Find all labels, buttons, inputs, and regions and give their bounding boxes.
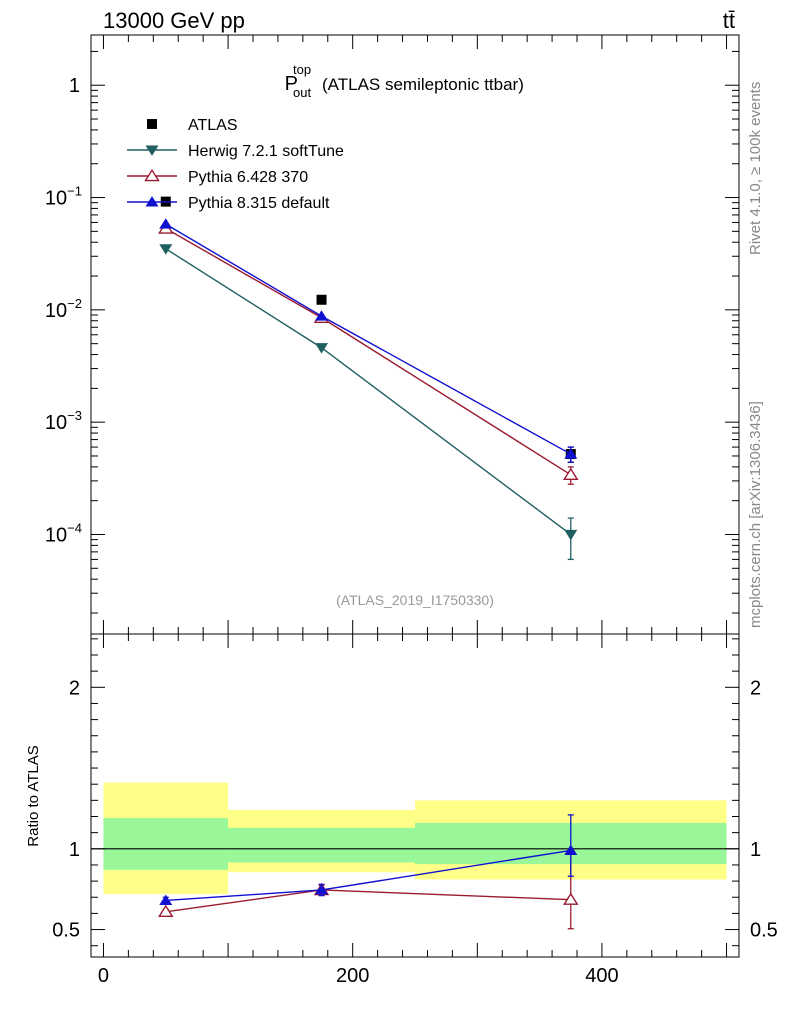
ratio-axes: 0.5 0.5 1 1 2 2 0 200 400 — [52, 634, 778, 987]
uncertainty-band-green-1 — [228, 827, 415, 863]
header-right-title: tt̄ — [723, 8, 735, 33]
ratio-panel: 0.5 0.5 1 1 2 2 0 200 400 Ratio to ATLAS — [25, 633, 778, 987]
point-herwig-7-2-1-softtune — [564, 529, 578, 541]
y-tick-label-main: 10−1 — [45, 184, 82, 210]
legend: ATLAS Herwig 7.2.1 softTune Pythia 6.428 3… — [127, 117, 344, 212]
x-tick-label: 200 — [336, 965, 369, 987]
ratio-frame — [90, 633, 740, 958]
line-herwig-7-2-1-softtune — [165, 248, 572, 536]
ratio-point-pythia-8-315-default — [564, 844, 578, 855]
legend-marker-pythia-8-315-default — [145, 196, 159, 207]
legend-label-atlas: ATLAS — [188, 117, 238, 134]
ratio-y-tick-label-left: 0.5 — [52, 920, 80, 942]
y-tick-label-main: 10−4 — [45, 520, 82, 546]
uncertainty-band-green-0 — [103, 818, 229, 870]
ratio-y-tick-label-right: 0.5 — [750, 920, 778, 942]
main-plot-content — [158, 196, 579, 561]
legend-label-pythia-6-428-370: Pythia 6.428 370 — [188, 169, 308, 186]
legend-label-pythia-8-315-default: Pythia 8.315 default — [188, 195, 330, 212]
point-atlas — [316, 294, 327, 305]
ratio-y-tick-label-right: 1 — [750, 839, 761, 861]
plot-title-description: (ATLAS semileptonic ttbar) — [322, 75, 524, 94]
plot-title-subscript: out — [293, 85, 311, 100]
line-pythia-8-315-default — [165, 223, 572, 455]
ratio-point-pythia-8-315-default — [159, 894, 173, 906]
legend-marker-pythia-6-428-370 — [144, 168, 160, 182]
line-pythia-6-428-370 — [165, 227, 572, 476]
plot-title-superscript: top — [293, 62, 311, 77]
point-pythia-8-315-default — [564, 448, 578, 459]
ratio-axis-label: Ratio to ATLAS — [25, 745, 42, 846]
header-left-title: 13000 GeV pp — [103, 8, 245, 33]
ratio-y-tick-label-right: 2 — [750, 677, 761, 699]
point-herwig-7-2-1-softtune — [315, 343, 329, 354]
legend-label-herwig-7-2-1-softtune: Herwig 7.2.1 softTune — [188, 143, 344, 160]
analysis-tag: (ATLAS_2019_I1750330) — [336, 592, 494, 608]
x-tick-label: 400 — [585, 965, 618, 987]
point-pythia-8-315-default — [315, 310, 329, 321]
x-tick-label: 0 — [98, 965, 109, 987]
y-tick-label-main: 10−2 — [45, 296, 82, 322]
ratio-plot-content — [91, 782, 739, 930]
ratio-point-pythia-6-428-370 — [158, 904, 174, 918]
ratio-y-tick-label-left: 2 — [69, 677, 80, 699]
y-tick-label-main: 10−3 — [45, 408, 82, 434]
legend-marker-herwig-7-2-1-softtune — [145, 145, 159, 156]
point-pythia-8-315-default — [159, 218, 173, 229]
legend-marker-atlas — [147, 119, 157, 129]
ratio-point-pythia-6-428-370 — [563, 892, 579, 905]
ratio-y-tick-label-left: 1 — [69, 839, 80, 861]
point-pythia-6-428-370 — [563, 467, 579, 481]
plot-title-main: P — [285, 73, 298, 95]
ratio-point-pythia-8-315-default — [315, 884, 329, 895]
rivet-version-label: Rivet 4.1.0, ≥ 100k events — [747, 82, 764, 255]
point-herwig-7-2-1-softtune — [159, 244, 173, 255]
y-tick-label-main: 1 — [69, 75, 80, 97]
main-axes: 1 10−1 10−2 10−3 10−4 — [45, 35, 739, 634]
main-panel: P top out (ATLAS semileptonic ttbar) (AT… — [45, 34, 740, 635]
mcplots-label: mcplots.cern.ch [arXiv:1306.3436] — [747, 401, 764, 628]
